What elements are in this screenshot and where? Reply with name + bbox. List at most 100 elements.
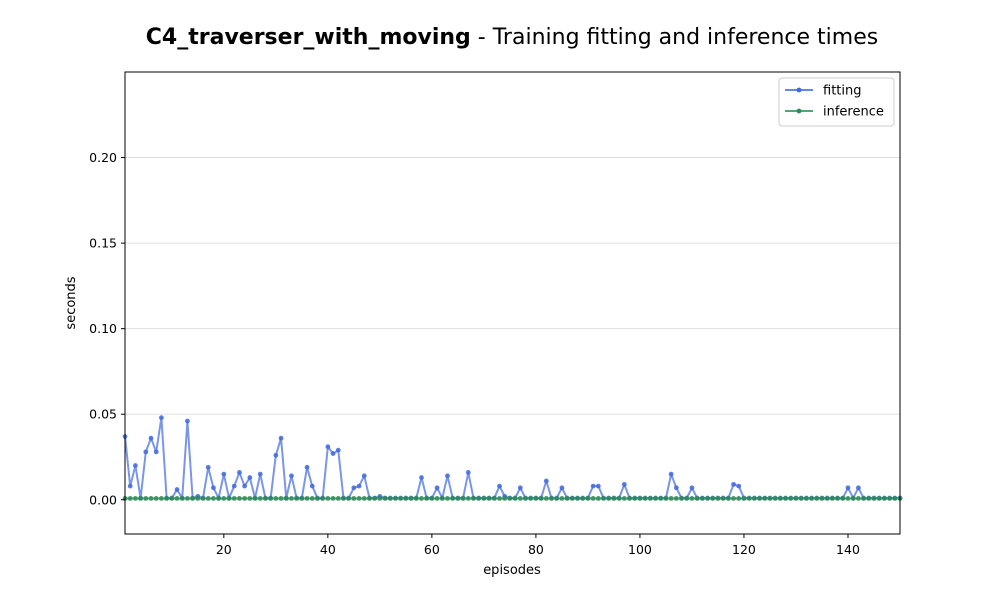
data-point-inference [497, 496, 502, 501]
data-point-fitting [845, 485, 851, 491]
data-point-fitting [855, 485, 861, 491]
data-point-inference [559, 496, 565, 501]
data-point-inference [798, 496, 804, 501]
data-point-inference [289, 496, 294, 501]
data-point-inference [653, 496, 658, 501]
grid-layer [125, 157, 900, 501]
data-point-inference [668, 496, 674, 501]
data-point-inference [257, 496, 263, 501]
data-point-fitting [278, 435, 284, 441]
x-tick-label: 140 [836, 542, 860, 557]
data-point-inference [372, 496, 378, 501]
data-point-inference [835, 496, 840, 501]
series-inference [122, 496, 903, 501]
data-point-inference [741, 496, 747, 501]
data-point-fitting [330, 451, 336, 456]
data-point-fitting [335, 447, 341, 453]
series-fitting [122, 415, 903, 501]
data-point-inference [658, 496, 664, 501]
y-axis-label: seconds [64, 276, 79, 329]
y-tick-label: 0.10 [89, 321, 117, 336]
data-point-inference [315, 496, 320, 501]
data-point-inference [304, 496, 310, 501]
data-point-inference [543, 496, 549, 501]
data-point-fitting [419, 475, 424, 480]
x-axis-ticks: 20 40 60 80 100 120 140 [216, 534, 860, 557]
data-point-inference [554, 496, 560, 501]
data-point-inference [705, 496, 710, 501]
data-point-inference [408, 496, 414, 501]
data-point-inference [439, 496, 445, 501]
data-point-inference [855, 496, 861, 501]
data-point-inference [731, 496, 736, 501]
data-point-inference [159, 496, 164, 501]
data-point-inference [871, 496, 877, 501]
data-point-inference [725, 496, 731, 501]
data-point-fitting [668, 471, 674, 477]
data-point-inference [330, 496, 336, 501]
data-point-fitting [356, 483, 362, 489]
data-point-inference [627, 496, 632, 501]
chart-title: C4_traverser_with_moving - Training fitt… [146, 25, 878, 50]
data-point-inference [413, 496, 419, 501]
data-point-fitting [143, 449, 149, 455]
data-point-inference [824, 496, 830, 501]
y-axis-ticks: 0.00 0.05 0.10 0.15 0.20 [89, 150, 125, 507]
data-point-inference [882, 496, 887, 501]
data-point-inference [715, 496, 721, 501]
data-point-inference [590, 496, 596, 501]
data-point-fitting [517, 485, 523, 491]
data-point-inference [746, 496, 752, 501]
series-layer [122, 415, 903, 501]
data-point-inference [221, 496, 227, 501]
data-point-fitting [361, 473, 367, 479]
data-point-inference [268, 496, 274, 501]
data-point-inference [611, 496, 617, 501]
data-point-inference [575, 496, 580, 501]
data-point-inference [356, 496, 362, 501]
data-point-inference [684, 496, 690, 501]
data-point-inference [517, 496, 523, 501]
data-point-inference [850, 496, 856, 501]
data-point-inference [133, 496, 138, 501]
data-point-inference [465, 496, 471, 501]
legend-items: fitting inference [785, 84, 884, 120]
data-point-fitting [621, 481, 627, 487]
data-point-fitting [205, 464, 211, 470]
data-point-inference [231, 496, 237, 501]
y-tick-label: 0.15 [89, 236, 117, 251]
data-point-inference [325, 496, 331, 501]
data-point-inference [710, 496, 716, 501]
data-point-fitting [247, 475, 253, 480]
data-point-inference [294, 496, 300, 501]
x-tick-label: 40 [320, 542, 336, 557]
data-point-inference [309, 496, 315, 501]
x-tick-label: 100 [628, 542, 652, 557]
data-point-inference [569, 496, 575, 501]
data-point-inference [185, 496, 190, 501]
data-point-fitting [465, 470, 471, 475]
data-point-inference [523, 496, 528, 501]
data-point-inference [455, 496, 461, 501]
legend: fitting inference [778, 77, 895, 127]
data-point-inference [190, 496, 196, 501]
data-point-inference [273, 496, 279, 501]
legend-marker-inference [796, 108, 802, 114]
data-point-inference [507, 496, 513, 501]
data-point-inference [783, 496, 788, 501]
data-point-inference [689, 496, 695, 501]
data-point-inference [772, 496, 778, 501]
data-point-inference [866, 496, 872, 501]
y-tick-label: 0.00 [89, 492, 117, 507]
legend-label-inference: inference [823, 105, 884, 120]
data-point-inference [533, 496, 539, 501]
x-tick-label: 80 [528, 542, 544, 557]
data-point-inference [138, 496, 144, 501]
data-point-fitting [304, 464, 310, 470]
data-point-inference [335, 496, 341, 501]
data-point-inference [777, 496, 783, 501]
data-point-inference [471, 496, 476, 501]
data-point-fitting [221, 471, 227, 477]
data-point-inference [502, 496, 508, 501]
